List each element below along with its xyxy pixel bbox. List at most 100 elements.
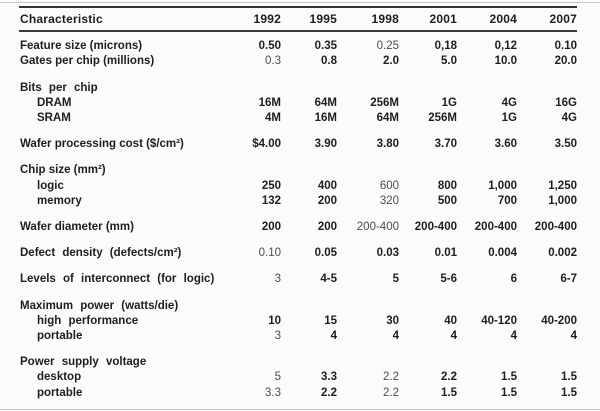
value-cell: 256M (370, 96, 399, 109)
row-label: Power supply voltage (20, 356, 147, 369)
table-row: memory 132 200 320 500 700 1,000 (18, 194, 577, 209)
row-label: Levels of interconnect (for logic) (20, 273, 215, 286)
table-header-rule (19, 30, 577, 33)
table-row: Defect density (defects/cm²) 0.10 0.05 0.03… (18, 246, 577, 261)
row-label: Feature size (microns) (20, 40, 143, 53)
row-group: Levels of interconnect (for logic) 3 4-5 5 5… (18, 272, 577, 287)
value-cell: 1G (441, 96, 457, 109)
value-cell: 2.2 (383, 371, 399, 384)
value-cell: 200-400 (534, 221, 577, 234)
table-row: Levels of interconnect (for logic) 3 4-5 5 5… (18, 272, 577, 287)
value-cell: 700 (497, 194, 517, 207)
value-cell: 132 (261, 194, 281, 207)
value-cell: 4 (392, 330, 399, 343)
table-row: Maximum power (watts/die) (18, 299, 577, 314)
row-label: high performance (37, 314, 139, 327)
row-group: Chip size (mm²) logic 250 400 600 800 1,000 1,2… (18, 163, 577, 209)
value-cell: 600 (379, 179, 399, 192)
value-cell: 500 (437, 194, 457, 207)
value-cell: 0.35 (314, 40, 337, 53)
value-cell: 1.5 (501, 386, 517, 399)
value-cell: 0.004 (488, 247, 517, 260)
row-label: Maximum power (watts/die) (20, 299, 179, 312)
row-label: desktop (37, 371, 82, 384)
value-cell: 800 (437, 179, 457, 192)
table-row: Bits per chip (18, 81, 577, 96)
row-label: Defect density (defects/cm²) (20, 247, 182, 260)
table-row: Wafer processing cost ($/cm²) $4.00 3.90 3.… (18, 137, 577, 152)
value-cell: 1.5 (561, 386, 577, 399)
value-cell: 200 (317, 221, 337, 234)
value-cell: 4 (570, 330, 577, 343)
value-cell: 1G (501, 112, 517, 125)
table-row: Chip size (mm²) (18, 163, 577, 178)
value-cell: 1,000 (488, 179, 517, 192)
value-cell: 3 (274, 273, 281, 286)
value-cell: 2.2 (441, 371, 457, 384)
scan-bottom-edge-line (0, 409, 600, 410)
value-cell: 2.2 (321, 386, 337, 399)
value-cell: 1.5 (441, 386, 457, 399)
value-cell: 400 (317, 179, 337, 192)
value-cell: 200-400 (474, 221, 517, 234)
value-cell: 64M (314, 96, 337, 109)
value-cell: 0.50 (258, 40, 281, 53)
value-cell: 0.25 (376, 40, 399, 53)
table-row: SRAM 4M 16M 64M 256M 1G 4G (18, 111, 577, 126)
value-cell: 200 (317, 194, 337, 207)
value-cell: 0.002 (548, 247, 577, 260)
value-cell: 2.2 (383, 386, 399, 399)
value-cell: 3.90 (314, 138, 337, 151)
row-group: Power supply voltage desktop 5 3.3 2.2 2.2 1.5… (18, 355, 577, 401)
table-row: logic 250 400 600 800 1,000 1,250 (18, 179, 577, 194)
value-cell: 200-400 (356, 221, 399, 234)
column-header-year: 1998 (371, 12, 399, 26)
table-row: portable 3 4 4 4 4 4 (18, 329, 577, 344)
value-cell: 4M (265, 112, 281, 125)
row-label: DRAM (37, 96, 72, 109)
value-cell: 30 (386, 314, 399, 327)
column-header-year: 1995 (309, 12, 337, 26)
value-cell: 0.3 (265, 55, 281, 68)
value-cell: 1.5 (501, 371, 517, 384)
value-cell: 4 (330, 330, 337, 343)
value-cell: 40 (444, 314, 457, 327)
value-cell: 0,12 (494, 40, 517, 53)
row-label: memory (37, 194, 82, 207)
row-label: portable (37, 330, 83, 343)
table-row: desktop 5 3.3 2.2 2.2 1.5 1.5 (18, 370, 577, 385)
value-cell: 0,18 (434, 40, 457, 53)
value-cell: 3.80 (376, 138, 399, 151)
value-cell: 2.0 (383, 55, 399, 68)
value-cell: 3.70 (434, 138, 457, 151)
table-body: Feature size (microns) 0.50 0.35 0.25 0,18 0,… (18, 39, 577, 401)
value-cell: 1.5 (561, 371, 577, 384)
row-group: Maximum power (watts/die) high performanc… (18, 299, 577, 345)
value-cell: 40-200 (541, 314, 577, 327)
value-cell: 6-7 (560, 273, 577, 286)
value-cell: 10.0 (494, 55, 517, 68)
value-cell: 3.3 (265, 386, 281, 399)
value-cell: 5 (392, 273, 399, 286)
row-group: Defect density (defects/cm²) 0.10 0.05 0.03… (18, 246, 577, 261)
row-label: SRAM (37, 112, 71, 125)
value-cell: 200-400 (414, 221, 457, 234)
value-cell: 64M (376, 112, 399, 125)
value-cell: 0.8 (321, 55, 337, 68)
value-cell: 320 (379, 194, 399, 207)
row-group: Feature size (microns) 0.50 0.35 0.25 0,18 0,… (18, 39, 577, 69)
value-cell: 20.0 (554, 55, 577, 68)
value-cell: 3 (274, 330, 281, 343)
column-header-characteristic: Characteristic (20, 12, 103, 26)
row-label: Bits per chip (20, 81, 98, 94)
table-row: Feature size (microns) 0.50 0.35 0.25 0,18 0,… (18, 39, 577, 54)
value-cell: 250 (261, 179, 281, 192)
value-cell: 4G (501, 96, 517, 109)
value-cell: 4G (561, 112, 577, 125)
table-row: portable 3.3 2.2 2.2 1.5 1.5 1.5 (18, 386, 577, 401)
value-cell: 4-5 (320, 273, 337, 286)
value-cell: 200 (261, 221, 281, 234)
value-cell: 0.03 (376, 247, 399, 260)
value-cell: 16M (258, 96, 281, 109)
row-label: Gates per chip (millions) (20, 55, 155, 68)
